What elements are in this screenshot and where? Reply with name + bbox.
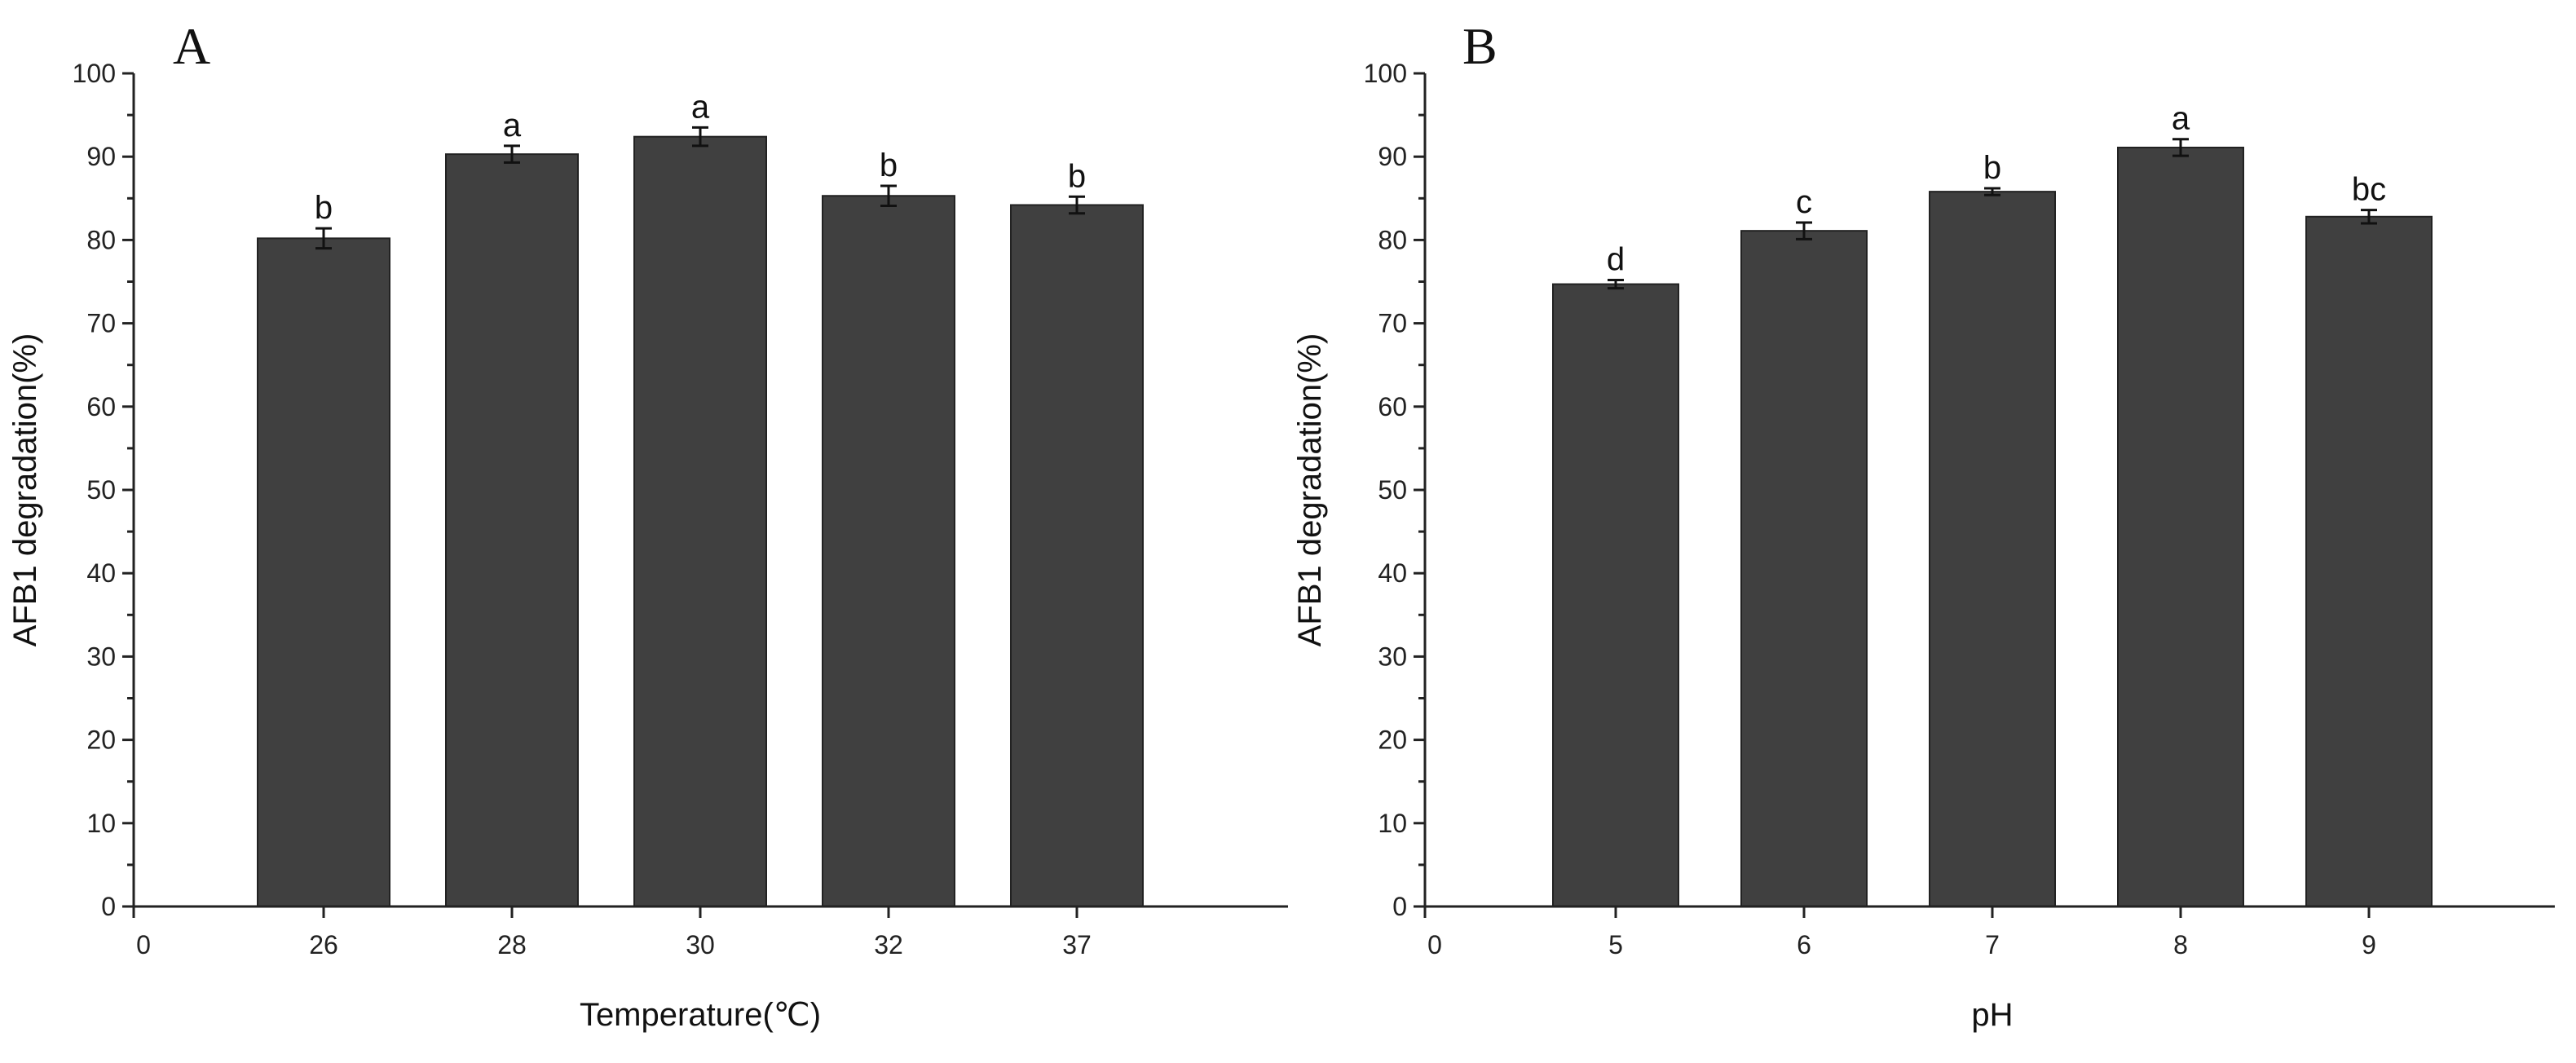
y-tick-label-10: 10 [1378,809,1407,838]
y-tick-label-30: 30 [86,642,116,671]
y-tick-label-70: 70 [1378,309,1407,338]
x-tick-label-7: 7 [1985,930,2000,959]
bar-8 [2117,146,2244,907]
x-tick-label-origin: 0 [136,930,151,959]
error-bar-7 [1984,187,2000,196]
bar-9 [2305,215,2433,907]
x-tick-label-28: 28 [497,930,527,959]
y-tick-label-40: 40 [1378,558,1407,588]
y-tick-label-0: 0 [101,892,116,921]
chart-panel-a: Ab 26 a 28 a 30 b 32 b 37 00 10 20 30 40 50 60 70 80 90 100 A… [7,17,1288,1033]
bar-28 [445,153,579,908]
bar-6 [1740,230,1868,907]
significance-label-5: d [1607,241,1625,277]
x-tick-label-5: 5 [1608,930,1623,959]
significance-label-37: b [1068,158,1086,194]
error-bar-37 [1069,195,1085,215]
bar-7 [1929,191,2056,907]
bar-37 [1010,204,1144,907]
y-tick-label-70: 70 [86,309,116,338]
y-tick-label-100: 100 [73,59,116,88]
y-tick-label-50: 50 [1378,475,1407,505]
panel-label: A [173,17,210,75]
x-tick-label-6: 6 [1797,930,1811,959]
error-bar-26 [315,227,332,250]
significance-label-30: a [691,89,710,125]
y-tick-label-0: 0 [1392,892,1407,921]
significance-label-8: a [2172,101,2190,137]
panel-label: B [1462,17,1498,75]
y-tick-label-80: 80 [1378,225,1407,254]
y-tick-label-60: 60 [86,392,116,421]
y-tick-label-10: 10 [86,809,116,838]
x-axis-title: pH [1971,997,2013,1033]
error-bar-30 [692,126,708,148]
error-bar-8 [2172,138,2189,157]
x-tick-label-26: 26 [309,930,338,959]
bar-30 [633,135,767,907]
x-tick-label-32: 32 [874,930,903,959]
x-tick-label-8: 8 [2173,930,2188,959]
y-tick-label-80: 80 [86,225,116,254]
error-bar-28 [504,144,520,164]
x-tick-label-30: 30 [686,930,715,959]
y-axis-title: AFB1 degradation(%) [7,333,43,647]
y-tick-label-30: 30 [1378,642,1407,671]
chart-panel-b: Bd5c6b7a8bc900102030405060708090100AFB1 … [1292,17,2555,1033]
error-bar-6 [1796,221,1812,240]
x-tick-label-37: 37 [1062,930,1092,959]
significance-label-9: bc [2352,172,2386,208]
error-bar-32 [880,184,897,207]
y-tick-label-20: 20 [1378,726,1407,755]
y-tick-label-20: 20 [86,726,116,755]
error-bar-5 [1608,278,1624,290]
significance-label-7: b [1983,150,2001,186]
x-tick-label-origin: 0 [1427,930,1442,959]
significance-label-6: c [1796,184,1812,220]
significance-label-32: b [880,148,898,183]
y-tick-label-40: 40 [86,558,116,588]
y-tick-label-90: 90 [1378,142,1407,171]
y-tick-label-90: 90 [86,142,116,171]
bar-26 [257,237,390,907]
significance-label-28: a [503,108,522,143]
significance-label-26: b [315,190,333,226]
x-tick-label-9: 9 [2362,930,2376,959]
error-bar-9 [2361,209,2377,225]
bar-5 [1552,283,1679,908]
x-axis-title: Temperature(℃) [580,997,821,1033]
y-tick-label-100: 100 [1364,59,1407,88]
y-tick-label-60: 60 [1378,392,1407,421]
bar-32 [822,195,955,907]
y-axis-title: AFB1 degradation(%) [1292,333,1328,647]
y-tick-label-50: 50 [86,475,116,505]
